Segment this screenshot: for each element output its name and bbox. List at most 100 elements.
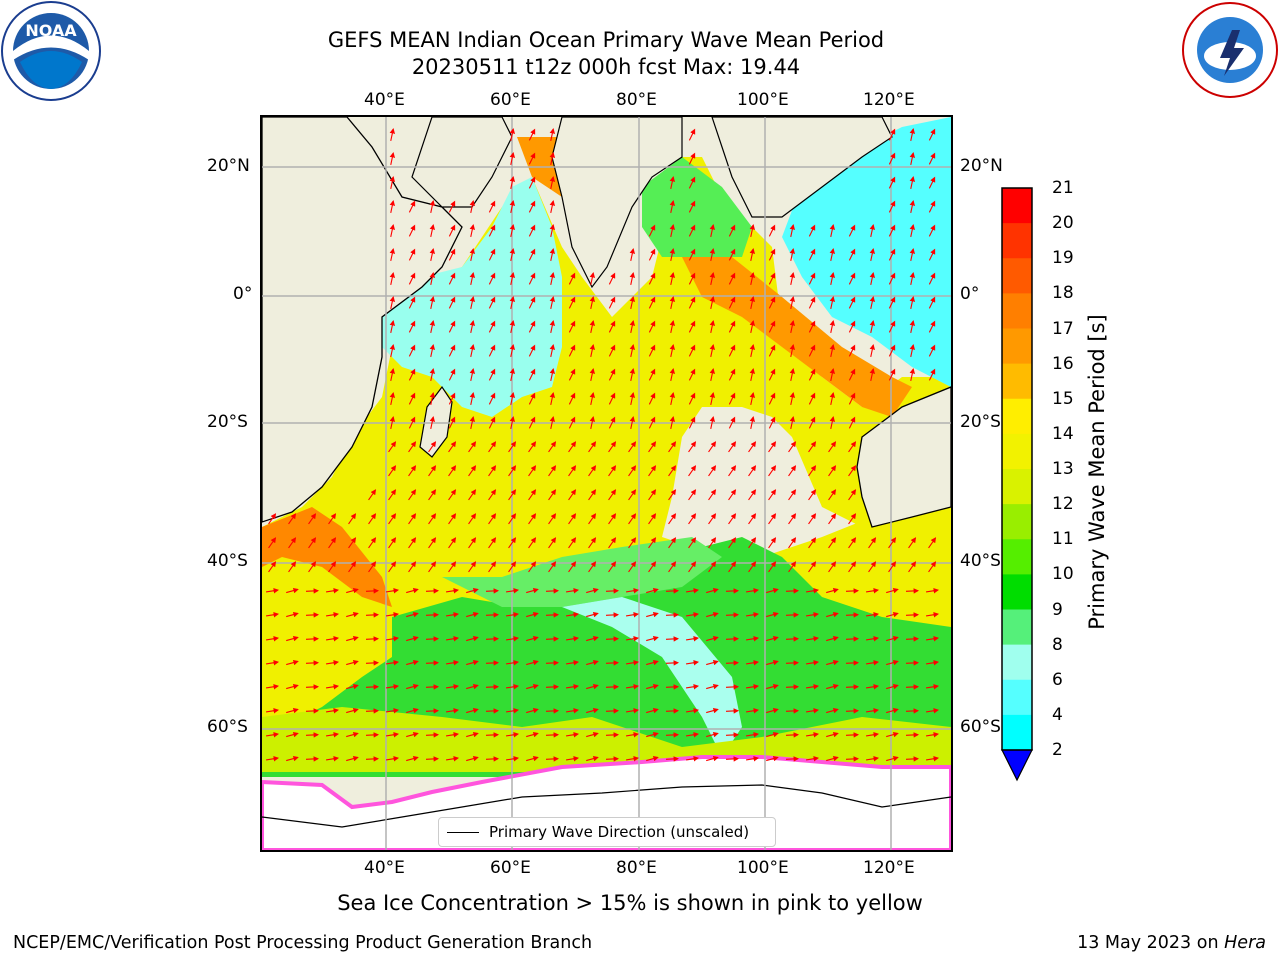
wave-direction-arrow — [848, 296, 856, 309]
wave-direction-arrow — [766, 755, 779, 762]
wave-direction-arrow — [265, 756, 280, 762]
wave-direction-arrow — [365, 660, 380, 666]
colorbar-segment — [1002, 398, 1032, 435]
wave-direction-arrow — [766, 587, 779, 594]
wave-direction-arrow — [768, 441, 777, 453]
wave-direction-arrow — [685, 588, 700, 594]
wave-direction-arrow — [325, 636, 340, 642]
wave-direction-arrow — [845, 660, 860, 666]
colorbar-segment — [1002, 363, 1032, 400]
wave-direction-arrow — [265, 588, 280, 594]
wave-direction-arrow — [688, 320, 696, 333]
wave-direction-arrow — [488, 537, 497, 549]
wave-direction-arrow — [706, 659, 719, 666]
wave-direction-arrow — [928, 128, 936, 141]
wave-direction-arrow — [768, 320, 776, 333]
wave-direction-arrow — [728, 561, 737, 573]
wave-direction-arrow — [768, 489, 777, 501]
wave-direction-arrow — [305, 684, 320, 690]
wave-direction-arrow — [808, 416, 816, 429]
wave-direction-arrow — [588, 465, 597, 477]
wave-direction-arrow — [888, 561, 897, 573]
wave-direction-arrow — [785, 732, 800, 738]
wave-direction-arrow — [505, 612, 520, 618]
wave-direction-arrow — [305, 636, 320, 642]
wave-direction-arrow — [568, 465, 577, 477]
legend-label: Primary Wave Direction (unscaled) — [489, 823, 750, 841]
wave-direction-arrow — [848, 441, 857, 453]
wave-direction-arrow — [688, 296, 696, 309]
lat-tick-left-40s: 40°S — [207, 551, 248, 571]
wave-direction-arrow — [488, 489, 497, 501]
wave-direction-arrow — [568, 368, 576, 381]
wave-direction-arrow — [448, 392, 456, 405]
wave-direction-arrow — [625, 684, 640, 690]
wave-direction-arrow — [408, 465, 417, 477]
wave-direction-arrow — [766, 731, 779, 738]
wave-direction-arrow — [545, 612, 560, 618]
wave-direction-arrow — [389, 224, 396, 237]
wave-direction-arrow — [509, 272, 516, 285]
wave-direction-arrow — [648, 537, 657, 549]
wave-direction-arrow — [488, 368, 496, 381]
wave-direction-arrow — [768, 272, 776, 285]
wave-direction-arrow — [685, 708, 700, 714]
lat-tick-left-60s: 60°S — [207, 717, 248, 737]
wave-direction-arrow — [828, 513, 837, 525]
wave-direction-arrow — [728, 320, 736, 333]
wave-direction-arrow — [909, 200, 916, 213]
wave-direction-arrow — [886, 731, 899, 738]
wave-direction-arrow — [389, 152, 396, 165]
wave-direction-arrow — [629, 368, 636, 381]
wave-direction-arrow — [709, 344, 716, 357]
wave-direction-arrow — [709, 416, 716, 429]
colorbar-segment — [1002, 188, 1032, 224]
wave-direction-arrow — [528, 513, 537, 525]
wave-direction-arrow — [688, 248, 696, 261]
wave-direction-arrow — [485, 732, 500, 738]
wave-direction-arrow — [568, 537, 577, 549]
wave-direction-arrow — [706, 755, 719, 762]
wave-direction-arrow — [808, 320, 816, 333]
wave-direction-arrow — [389, 296, 396, 309]
wave-direction-arrow — [605, 732, 620, 738]
wave-direction-arrow — [425, 636, 440, 642]
wave-direction-arrow — [586, 731, 599, 738]
wave-direction-arrow — [788, 441, 797, 453]
wave-direction-arrow — [428, 561, 437, 573]
wave-direction-arrow — [466, 635, 479, 642]
wave-direction-arrow — [628, 513, 637, 525]
wave-direction-arrow — [509, 368, 516, 381]
colorbar-tick-label: 11 — [1052, 529, 1074, 550]
wave-direction-arrow — [768, 296, 776, 309]
wave-direction-arrow — [749, 272, 756, 285]
wave-direction-arrow — [768, 561, 777, 573]
wave-direction-arrow — [749, 248, 756, 261]
colorbar-outline — [1001, 187, 1033, 751]
wave-direction-arrow — [328, 513, 337, 525]
wave-direction-arrow — [385, 756, 400, 762]
wave-direction-arrow — [325, 708, 340, 714]
wave-direction-arrow — [826, 683, 839, 690]
wave-direction-arrow — [509, 224, 516, 237]
wave-direction-arrow — [688, 441, 697, 453]
wave-direction-arrow — [888, 272, 896, 285]
wave-direction-arrow — [728, 368, 736, 381]
ocean-field-orange-band — [682, 257, 912, 417]
wave-direction-arrow — [665, 756, 680, 762]
wave-direction-arrow — [568, 392, 576, 405]
wave-direction-arrow — [469, 416, 476, 429]
wave-direction-arrow — [549, 392, 556, 405]
wave-direction-arrow — [708, 489, 717, 501]
wave-direction-arrow — [768, 344, 776, 357]
wave-direction-arrow — [748, 489, 757, 501]
lon-tick-top-100e: 100°E — [737, 90, 789, 110]
wave-direction-arrow — [886, 659, 899, 666]
wave-direction-arrow — [429, 320, 436, 333]
noaa-logo-text: NOAA — [25, 21, 77, 40]
wave-direction-arrow — [488, 416, 496, 429]
wave-direction-arrow — [728, 416, 736, 429]
wave-direction-arrow — [365, 684, 380, 690]
ocean-field-orange-sw — [262, 507, 392, 607]
sea-ice-caption: Sea Ice Concentration > 15% is shown in … — [337, 891, 923, 915]
